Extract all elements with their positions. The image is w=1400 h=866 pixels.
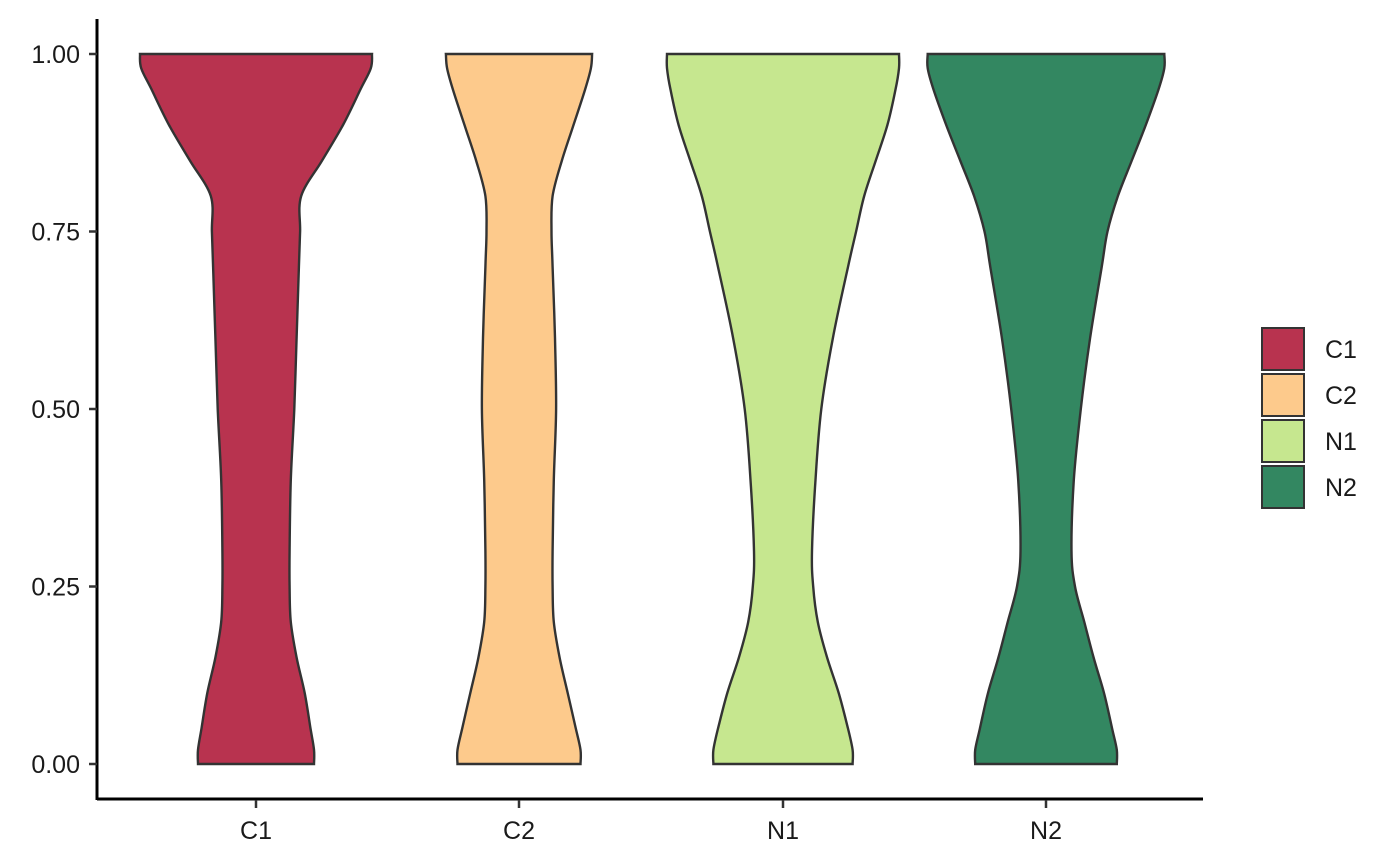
y-axis-ticks: 0.00 0.25 0.50 0.75 1.00 <box>31 41 97 779</box>
x-tick-label: C1 <box>240 817 272 845</box>
legend-label-n1: N1 <box>1325 428 1357 456</box>
violin-c2 <box>444 52 594 766</box>
y-tick-label: 0.75 <box>31 219 80 247</box>
x-tick-label: N2 <box>1030 817 1062 845</box>
violin-c1 <box>138 52 374 766</box>
x-tick-label: C2 <box>503 817 535 845</box>
legend: C1 C2 N1 N2 <box>1261 327 1357 509</box>
legend-key-c1 <box>1261 327 1305 371</box>
x-tick-label: N1 <box>767 817 799 845</box>
legend-label-n2: N2 <box>1325 474 1357 502</box>
legend-label-c1: C1 <box>1325 336 1357 364</box>
legend-label-c2: C2 <box>1325 382 1357 410</box>
legend-key-c2 <box>1261 373 1305 417</box>
y-tick-label: 1.00 <box>31 41 80 69</box>
violin-n2 <box>926 52 1166 766</box>
x-axis-ticks: C1 C2 N1 N2 <box>240 800 1062 845</box>
y-tick-label: 0.50 <box>31 396 80 424</box>
violin-n1 <box>665 52 901 766</box>
y-tick-label: 0.25 <box>31 574 80 602</box>
plot-area: 0.00 0.25 0.50 0.75 1.00 C1 C2 N1 N2 <box>31 19 1203 845</box>
y-tick-label: 0.00 <box>31 751 80 779</box>
legend-key-n2 <box>1261 465 1305 509</box>
violins <box>138 52 1166 766</box>
legend-key-n1 <box>1261 419 1305 463</box>
